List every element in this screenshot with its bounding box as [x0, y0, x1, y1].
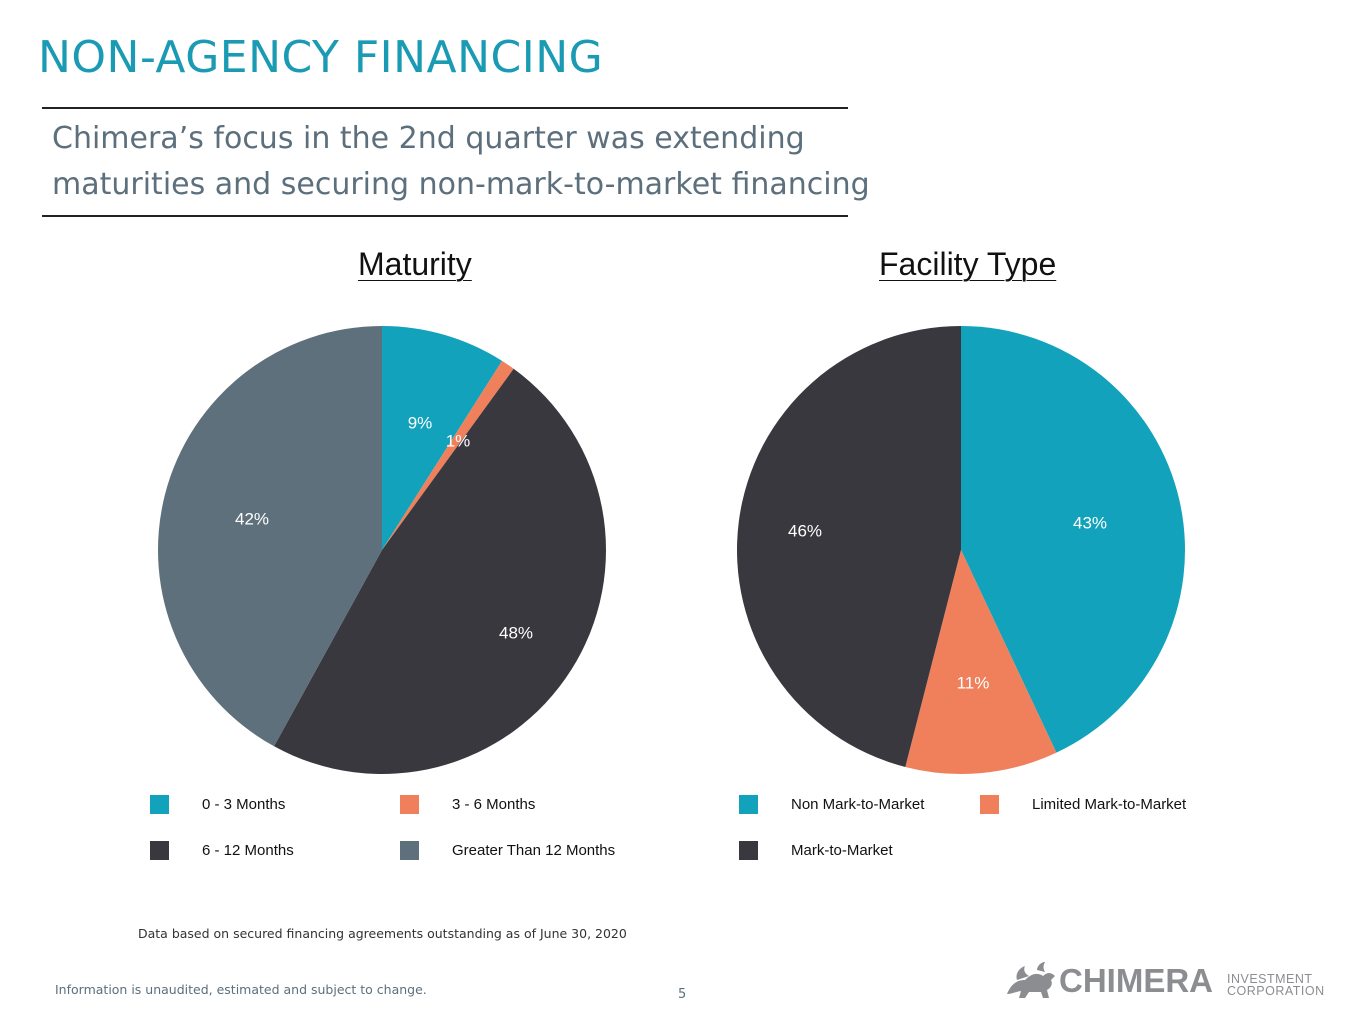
legend-label: Limited Mark-to-Market: [1032, 796, 1187, 813]
page-number: 5: [678, 987, 687, 1002]
top-divider: [42, 107, 848, 109]
disclaimer-text: Information is unaudited, estimated and …: [55, 982, 427, 997]
legend-label: Greater Than 12 Months: [452, 842, 616, 859]
logo-sub-corporation: CORPORATION: [1227, 984, 1325, 998]
logo-sub-investment: INVESTMENT: [1227, 972, 1313, 986]
legend-label: 0 - 3 Months: [202, 796, 286, 813]
legend-swatch: [739, 795, 758, 814]
pie-charts: 9% 1% 48% 42% 43% 11% 46%: [157, 326, 1185, 775]
data-footnote: Data based on secured financing agreemen…: [138, 926, 627, 941]
legend-label: 6 - 12 Months: [202, 842, 294, 859]
legend-swatch: [150, 795, 169, 814]
legend-label: Mark-to-Market: [791, 842, 893, 859]
legend-swatch: [980, 795, 999, 814]
legend-swatch: [150, 841, 169, 860]
legend-swatch: [400, 841, 419, 860]
facility-type-chart-title: Facility Type: [879, 246, 1057, 282]
subtitle-line-2: maturities and securing non-mark-to-mark…: [52, 167, 870, 202]
pie-slice-mark-to-market: [737, 326, 961, 767]
pie-slice-6-12-months: [274, 368, 607, 775]
logo-wordmark: CHIMERA: [1059, 962, 1213, 999]
chimera-logo: CHIMERA INVESTMENT CORPORATION: [1003, 960, 1343, 1004]
data-label-limited-mark-to-market: 11%: [957, 673, 990, 692]
legend-label: 3 - 6 Months: [452, 796, 536, 813]
chimera-creature-icon: [1007, 962, 1055, 998]
subtitle-line-1: Chimera’s focus in the 2nd quarter was e…: [52, 121, 805, 156]
data-label-0-3-months: 9%: [408, 413, 433, 432]
legend-label: Non Mark-to-Market: [791, 796, 925, 813]
data-label-non-mark-to-market: 43%: [1073, 513, 1107, 532]
bottom-divider: [42, 215, 848, 217]
page-subtitle: Chimera’s focus in the 2nd quarter was e…: [52, 116, 912, 208]
pie-slice-limited-mark-to-market: [905, 550, 1057, 775]
pie-slice-3-6-months: [382, 360, 514, 550]
data-label-greater-than-12-months: 42%: [235, 509, 269, 528]
maturity-chart-title: Maturity: [358, 246, 472, 282]
page-title: NON-AGENCY FINANCING: [38, 32, 604, 83]
legend-swatch: [400, 795, 419, 814]
pie-slice-greater-than-12-months: [157, 326, 382, 747]
data-label-6-12-months: 48%: [499, 623, 533, 642]
data-label-3-6-months: 1%: [446, 431, 471, 450]
pie-slice-non-mark-to-market: [961, 326, 1185, 753]
legend-swatch: [739, 841, 758, 860]
pie-slice-0-3-months: [382, 326, 503, 550]
data-label-mark-to-market: 46%: [788, 521, 822, 540]
